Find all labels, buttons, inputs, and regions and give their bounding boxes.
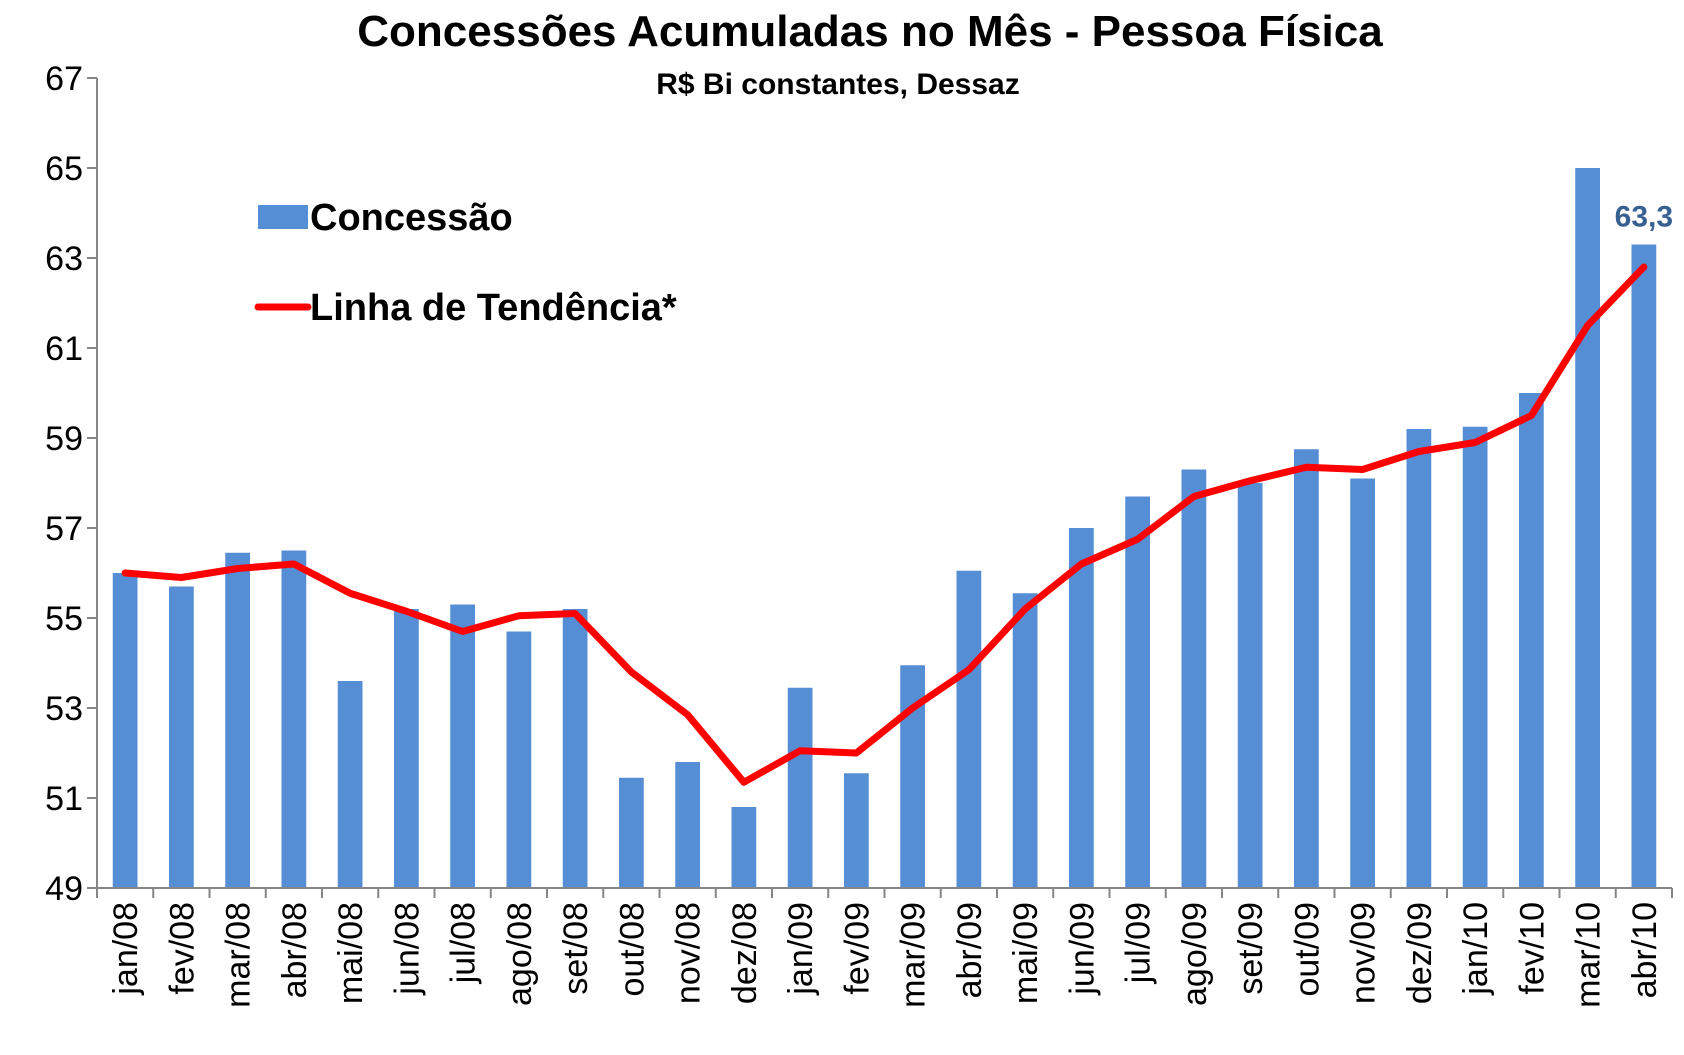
bar	[619, 777, 644, 888]
x-tick-label: out/09	[1288, 902, 1326, 997]
x-tick-label: jan/10	[1457, 902, 1495, 996]
bar	[1012, 593, 1038, 888]
x-tick-label: abr/09	[951, 902, 989, 998]
bar	[450, 604, 475, 888]
bar	[1519, 393, 1544, 888]
bar	[1237, 483, 1263, 888]
bar	[394, 609, 419, 888]
bar	[112, 573, 138, 888]
x-tick-label: mai/09	[1007, 902, 1045, 1004]
x-tick-label: mai/08	[332, 902, 370, 1004]
bar	[169, 586, 194, 888]
x-tick-label: ago/08	[501, 902, 539, 1006]
x-tick-label: out/08	[613, 902, 651, 997]
x-tick-label: jan/08	[107, 902, 145, 996]
y-tick-label: 63	[45, 240, 83, 278]
x-tick-label: fev/09	[838, 902, 876, 995]
y-tick-label: 53	[45, 690, 83, 728]
bar	[1406, 429, 1432, 888]
x-tick-label: ago/09	[1176, 902, 1214, 1006]
y-tick-label: 55	[45, 600, 83, 638]
y-tick-label: 61	[45, 330, 83, 368]
y-tick-label: 57	[45, 510, 83, 548]
x-tick-label: jan/09	[782, 902, 820, 996]
x-tick-label: mar/09	[895, 902, 933, 1008]
bar	[731, 807, 757, 888]
bar	[281, 550, 307, 888]
bar	[675, 762, 700, 888]
data-label: 63,3	[1615, 201, 1673, 234]
bar	[506, 631, 532, 888]
y-tick-label: 49	[45, 870, 83, 908]
bar	[1125, 496, 1150, 888]
bar	[1069, 528, 1094, 888]
bar	[225, 552, 250, 888]
x-tick-label: dez/08	[726, 902, 764, 1004]
bar	[1350, 478, 1375, 888]
bar	[562, 609, 588, 888]
bar	[1631, 244, 1657, 888]
x-tick-label: jul/08	[445, 902, 483, 984]
x-tick-label: set/09	[1232, 902, 1270, 995]
legend-label: Linha de Tendência*	[310, 287, 677, 329]
bar	[1575, 168, 1600, 888]
legend-swatch	[258, 205, 308, 229]
chart-subtitle: R$ Bi constantes, Dessaz	[656, 68, 1019, 101]
x-tick-label: mar/08	[220, 902, 258, 1008]
x-tick-label: abr/10	[1626, 902, 1664, 998]
y-tick-label: 51	[45, 780, 83, 818]
x-tick-label: nov/09	[1345, 902, 1383, 1004]
x-tick-label: jun/09	[1063, 902, 1101, 996]
y-tick-label: 67	[45, 60, 83, 98]
bar	[1462, 426, 1488, 888]
x-tick-label: mar/10	[1570, 902, 1608, 1008]
x-tick-label: jun/08	[388, 902, 426, 996]
y-tick-label: 65	[45, 150, 83, 188]
x-tick-label: fev/10	[1513, 902, 1551, 995]
bar	[1294, 449, 1319, 888]
bar	[844, 773, 869, 888]
x-tick-label: dez/09	[1401, 902, 1439, 1004]
x-tick-label: abr/08	[276, 902, 314, 998]
y-tick-label: 59	[45, 420, 83, 458]
legend-label: Concessão	[310, 197, 513, 239]
bar	[1181, 469, 1207, 888]
bar	[956, 570, 982, 888]
bar	[787, 687, 813, 888]
x-tick-label: nov/08	[670, 902, 708, 1004]
x-tick-label: fev/08	[163, 902, 201, 995]
trend-line	[121, 263, 1648, 786]
bar	[337, 681, 363, 888]
x-tick-label: jul/09	[1120, 902, 1158, 984]
x-tick-label: set/08	[557, 902, 595, 995]
chart-title: Concessões Acumuladas no Mês - Pessoa Fí…	[357, 7, 1383, 56]
